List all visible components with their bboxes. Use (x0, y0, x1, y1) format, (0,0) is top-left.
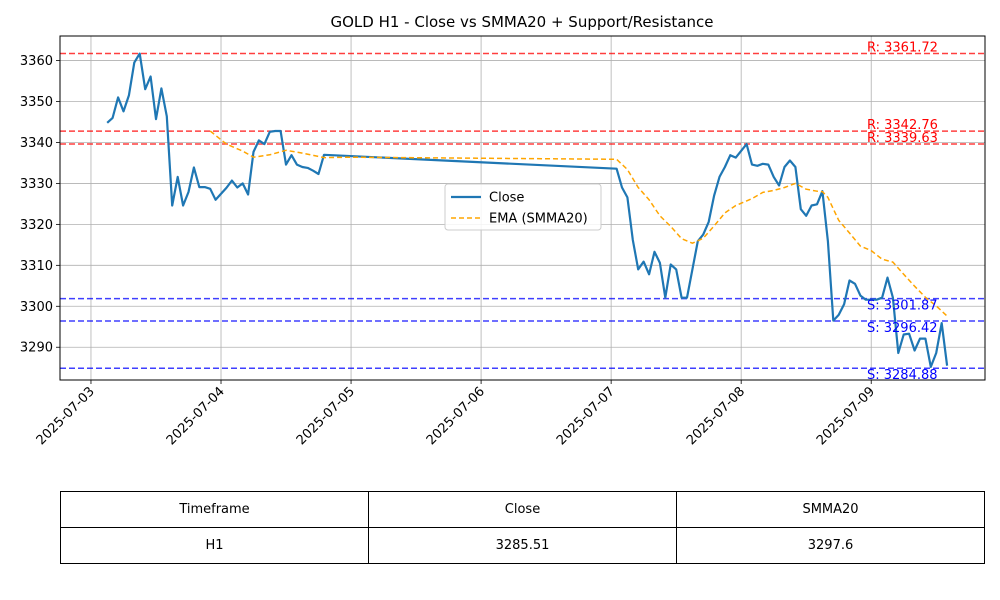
x-tick-label: 2025-07-05 (294, 384, 358, 448)
y-tick-label: 3300 (20, 300, 53, 315)
table-cell: 3297.6 (676, 527, 985, 564)
x-tick-label: 2025-07-07 (554, 384, 618, 448)
series-line-smma20 (209, 130, 948, 317)
legend-box (444, 183, 602, 231)
table-header-cell: Close (368, 491, 677, 528)
x-tick-label: 2025-07-03 (34, 384, 98, 448)
table-header-cell: Timeframe (60, 491, 369, 528)
support-level-label: S: 3284.88 (867, 368, 938, 383)
legend-label: Close (489, 191, 524, 206)
resistance-level-label: R: 3361.72 (867, 41, 938, 56)
table-cell: H1 (60, 527, 369, 564)
x-tick-label: 2025-07-04 (164, 384, 228, 448)
x-tick-label: 2025-07-08 (684, 384, 748, 448)
series-line-close (106, 52, 949, 368)
table-header-row: Timeframe Close SMMA20 (60, 491, 985, 528)
plot-frame (59, 35, 986, 381)
support-level-label: S: 3301.87 (867, 299, 938, 314)
x-tick-label: 2025-07-06 (424, 384, 488, 448)
x-tick-label: 2025-07-09 (814, 384, 878, 448)
support-level-label: S: 3296.42 (867, 321, 938, 336)
y-tick-label: 3340 (20, 136, 53, 151)
level-labels: R: 3361.72 R: 3342.76R: 3339.63 S: 3301.87… (867, 41, 938, 384)
table-row: H1 3285.51 3297.6 (60, 527, 985, 564)
chart: GOLD H1 - Close vs SMMA20 + Support/Resi… (20, 13, 986, 448)
table-cell: 3285.51 (368, 527, 677, 564)
x-axis: 2025-07-03 2025-07-04 2025-07-05 2025-07-06… (34, 380, 878, 448)
resistance-level-label: R: 3339.63 (867, 131, 938, 146)
y-tick-label: 3320 (20, 218, 53, 233)
y-tick-label: 3360 (20, 54, 53, 69)
legend-label: EMA (SMMA20) (489, 212, 588, 227)
y-axis: 3290 3300 3310 3320 3330 3340 3350 3360 (20, 54, 60, 356)
y-tick-label: 3290 (20, 341, 53, 356)
chart-title: GOLD H1 - Close vs SMMA20 + Support/Resi… (330, 13, 713, 31)
y-tick-label: 3310 (20, 259, 53, 274)
legend: Close EMA (SMMA20) (444, 183, 602, 231)
series (106, 52, 949, 368)
resistance-level-label: R: 3342.76 (867, 118, 938, 133)
summary-table: Timeframe Close SMMA20 H1 3285.51 3297.6 (60, 491, 985, 564)
y-tick-label: 3330 (20, 177, 53, 192)
table-header-cell: SMMA20 (676, 491, 985, 528)
grid (60, 36, 985, 380)
y-tick-label: 3350 (20, 95, 53, 110)
